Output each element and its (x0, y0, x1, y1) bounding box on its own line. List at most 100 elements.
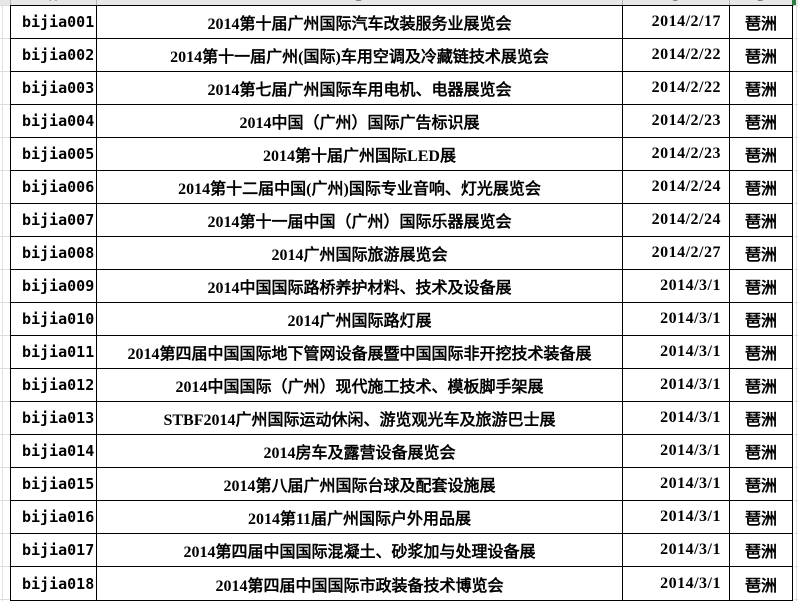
row-id-cell[interactable]: bijia014 (11, 435, 97, 468)
left-gridline-gutter (0, 5, 10, 601)
date-cell[interactable]: 2014/2/24 (623, 204, 730, 237)
venue-cell[interactable]: 琶洲 (730, 237, 792, 270)
exhibition-name-cell[interactable]: 2014中国（广州）国际广告标识展 (97, 105, 623, 138)
exhibition-name-cell[interactable]: 2014中国国际路桥养护材料、技术及设备展 (97, 270, 623, 303)
column-header-divider (96, 0, 97, 5)
table-row: bijia005 2014第十届广州国际LED展 2014/2/23 琶洲 (11, 138, 792, 171)
row-id-cell[interactable]: bijia001 (11, 6, 97, 39)
exhibition-name-cell[interactable]: 2014中国国际（广州）现代施工技术、模板脚手架展 (97, 369, 623, 402)
exhibition-name-cell[interactable]: 2014第七届广州国际车用电机、电器展览会 (97, 72, 623, 105)
worksheet-table: bijia001 2014第十届广州国际汽车改装服务业展览会 2014/2/17… (10, 5, 793, 601)
exhibition-name-cell[interactable]: 2014广州国际路灯展 (97, 303, 623, 336)
date-cell[interactable]: 2014/3/1 (623, 435, 730, 468)
venue-cell[interactable]: 琶洲 (730, 303, 792, 336)
table-row: bijia001 2014第十届广州国际汽车改装服务业展览会 2014/2/17… (11, 6, 792, 39)
venue-cell[interactable]: 琶洲 (730, 39, 792, 72)
date-cell[interactable]: 2014/2/22 (623, 39, 730, 72)
table-row: bijia014 2014房车及露营设备展览会 2014/3/1 琶洲 (11, 435, 792, 468)
exhibition-name-cell[interactable]: 2014第十届广州国际LED展 (97, 138, 623, 171)
row-id-cell[interactable]: bijia007 (11, 204, 97, 237)
venue-cell[interactable]: 琶洲 (730, 468, 792, 501)
row-id-cell[interactable]: bijia017 (11, 534, 97, 567)
exhibition-name-cell[interactable]: 2014房车及露营设备展览会 (97, 435, 623, 468)
table-row: bijia013 STBF2014广州国际运动休闲、游览观光车及旅游巴士展 20… (11, 402, 792, 435)
column-header-c[interactable]: C (671, 0, 679, 4)
row-id-cell[interactable]: bijia004 (11, 105, 97, 138)
selection-accent-mark (792, 0, 796, 5)
column-header-b[interactable]: B (355, 0, 362, 4)
row-id-cell[interactable]: bijia009 (11, 270, 97, 303)
venue-cell[interactable]: 琶洲 (730, 435, 792, 468)
column-header-divider (622, 0, 623, 5)
exhibition-name-cell[interactable]: 2014第四届中国国际地下管网设备展暨中国国际非开挖技术装备展 (97, 336, 623, 369)
venue-cell[interactable]: 琶洲 (730, 501, 792, 534)
row-id-cell[interactable]: bijia010 (11, 303, 97, 336)
row-id-cell[interactable]: bijia013 (11, 402, 97, 435)
venue-cell[interactable]: 琶洲 (744, 577, 777, 595)
table-row: bijia011 2014第四届中国国际地下管网设备展暨中国国际非开挖技术装备展… (11, 336, 792, 369)
exhibition-name-cell[interactable]: 2014第四届中国国际混凝土、砂浆加与处理设备展 (97, 534, 623, 567)
date-cell[interactable]: 2014/3/1 (623, 501, 730, 534)
exhibition-name-cell[interactable]: 2014第八届广州国际台球及配套设施展 (97, 468, 623, 501)
venue-cell[interactable]: 琶洲 (730, 270, 792, 303)
date-cell[interactable]: 2014/2/24 (623, 171, 730, 204)
row-id-cell[interactable]: bijia015 (11, 468, 97, 501)
row-id-cell[interactable]: bijia016 (11, 501, 97, 534)
date-cell[interactable]: 2014/2/17 (623, 6, 730, 39)
venue-cell[interactable]: 琶洲 (730, 6, 792, 39)
exhibition-name-cell[interactable]: 2014第十一届广州(国际)车用空调及冷藏链技术展览会 (97, 39, 623, 72)
table-row: bijia017 2014第四届中国国际混凝土、砂浆加与处理设备展 2014/3… (11, 534, 792, 567)
date-cell[interactable]: 2014/2/23 (623, 105, 730, 138)
exhibition-name-cell[interactable]: STBF2014广州国际运动休闲、游览观光车及旅游巴士展 (97, 402, 623, 435)
column-header-divider (729, 0, 730, 5)
venue-cell[interactable]: 琶洲 (730, 72, 792, 105)
column-header-a[interactable]: A (49, 0, 56, 4)
venue-cell[interactable]: 琶洲 (730, 171, 792, 204)
venue-cell[interactable]: 琶洲 (730, 138, 792, 171)
date-cell[interactable]: 2014/3/1 (623, 468, 730, 501)
exhibition-name-cell[interactable]: 2014第四届中国国际市政装备技术博览会 (97, 567, 623, 600)
venue-cell[interactable]: 琶洲 (730, 369, 792, 402)
right-gridline-gutter (794, 5, 798, 601)
venue-cell[interactable]: 琶洲 (730, 105, 792, 138)
date-cell[interactable]: 2014/3/1 (623, 567, 730, 600)
table-row: bijia006 2014第十二届中国(广州)国际专业音响、灯光展览会 2014… (11, 171, 792, 204)
table-row: bijia003 2014第七届广州国际车用电机、电器展览会 2014/2/22… (11, 72, 792, 105)
date-cell[interactable]: 2014/3/1 (623, 402, 730, 435)
row-id-cell[interactable]: bijia008 (11, 237, 97, 270)
exhibition-name-cell[interactable]: 2014广州国际旅游展览会 (97, 237, 623, 270)
row-id-cell[interactable]: bijia003 (11, 72, 97, 105)
exhibition-name-cell[interactable]: 2014第十二届中国(广州)国际专业音响、灯光展览会 (97, 171, 623, 204)
date-cell[interactable]: 2014/2/27 (623, 237, 730, 270)
row-id-cell[interactable]: bijia006 (11, 171, 97, 204)
row-id-cell[interactable]: bijia018 (11, 567, 97, 600)
exhibition-name-cell[interactable]: 2014第十一届中国（广州）国际乐器展览会 (97, 204, 623, 237)
table-row: bijia009 2014中国国际路桥养护材料、技术及设备展 2014/3/1 … (11, 270, 792, 303)
gridline (2, 5, 3, 601)
exhibition-name-cell[interactable]: 2014第11届广州国际户外用品展 (97, 501, 623, 534)
table-row: bijia008 2014广州国际旅游展览会 2014/2/27 琶洲 (11, 237, 792, 270)
table-row: bijia018 2014第四届中国国际市政装备技术博览会 2014/3/1 琶… (11, 567, 792, 600)
date-cell[interactable]: 2014/3/1 (623, 336, 730, 369)
row-id-cell[interactable]: bijia002 (11, 39, 97, 72)
row-id-cell[interactable]: bijia012 (11, 369, 97, 402)
table-row: bijia004 2014中国（广州）国际广告标识展 2014/2/23 琶洲 (11, 105, 792, 138)
gridline (796, 5, 797, 601)
date-cell[interactable]: 2014/3/1 (623, 303, 730, 336)
date-cell[interactable]: 2014/2/22 (623, 72, 730, 105)
venue-cell[interactable]: 琶洲 (730, 402, 792, 435)
date-cell[interactable]: 2014/3/1 (623, 369, 730, 402)
venue-cell[interactable]: 琶洲 (730, 534, 792, 567)
table-row: bijia007 2014第十一届中国（广州）国际乐器展览会 2014/2/24… (11, 204, 792, 237)
table-row: bijia016 2014第11届广州国际户外用品展 2014/3/1 琶洲 (11, 501, 792, 534)
row-id-cell[interactable]: bijia005 (11, 138, 97, 171)
date-cell[interactable]: 2014/2/23 (623, 138, 730, 171)
table-row: bijia015 2014第八届广州国际台球及配套设施展 2014/3/1 琶洲 (11, 468, 792, 501)
date-cell[interactable]: 2014/3/1 (623, 270, 730, 303)
date-cell[interactable]: 2014/3/1 (623, 534, 730, 567)
row-id-cell[interactable]: bijia011 (11, 336, 97, 369)
exhibition-name-cell[interactable]: 2014第十届广州国际汽车改装服务业展览会 (97, 6, 623, 39)
column-header-d[interactable]: D (757, 0, 765, 4)
venue-cell[interactable]: 琶洲 (730, 336, 792, 369)
venue-cell[interactable]: 琶洲 (730, 204, 792, 237)
